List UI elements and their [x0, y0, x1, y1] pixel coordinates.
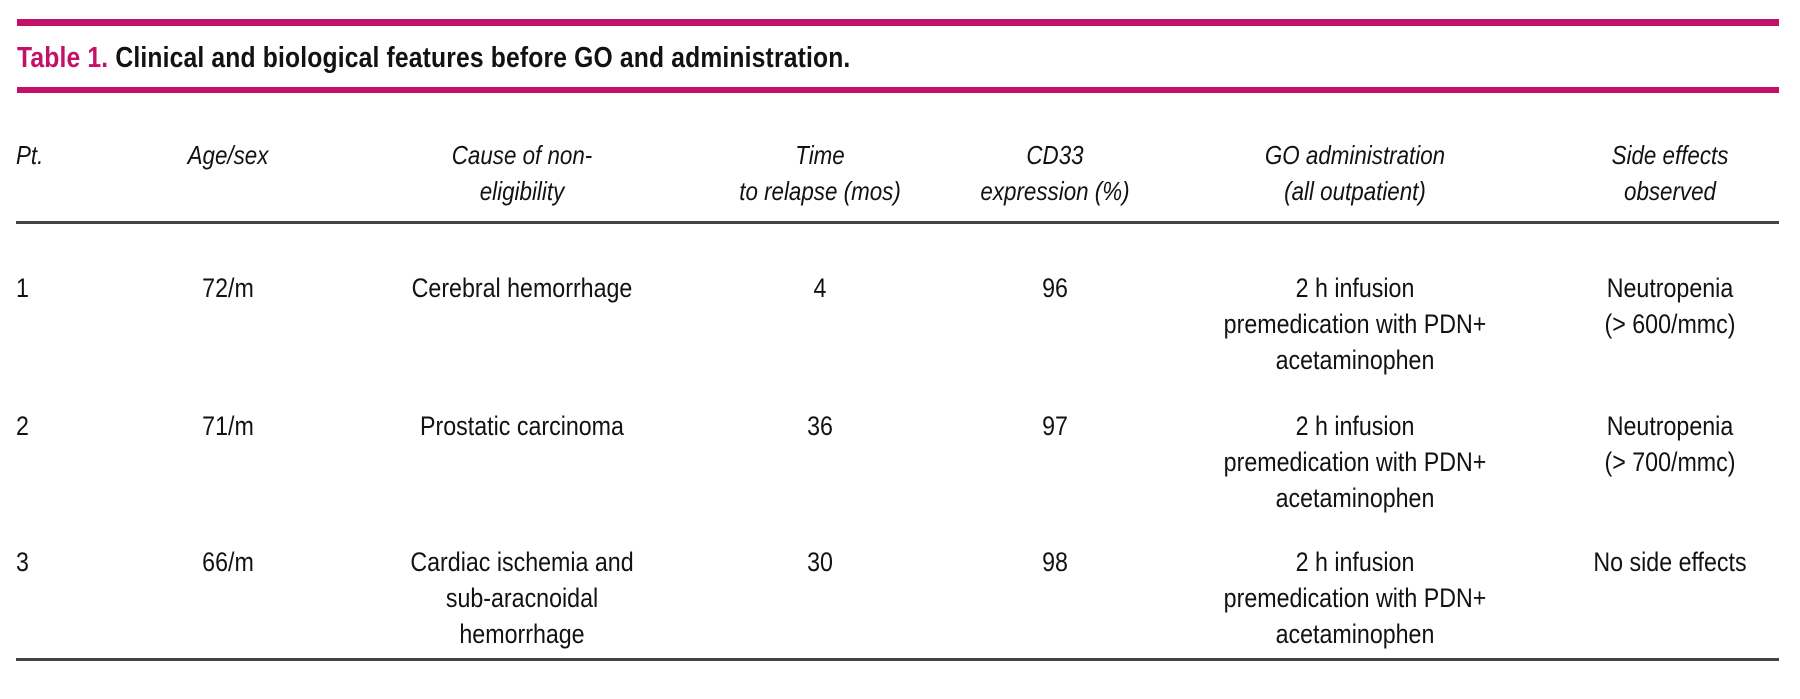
cell-cause: Prostatic carcinoma: [420, 411, 624, 441]
cell-go-administration: 2 h infusion premedication with PDN+ ace…: [1223, 273, 1487, 375]
table-title-label: Table 1.: [17, 42, 109, 74]
cell-cause: Cardiac ischemia and sub-aracnoidal hemo…: [410, 547, 634, 649]
cell-time-to-relapse: 4: [813, 273, 827, 303]
header-go-administration: GO administration (all outpatient): [1264, 140, 1446, 206]
header-age-sex: Age/sex: [187, 140, 269, 170]
cell-side-effects: Neutropenia (> 600/mmc): [1604, 273, 1736, 339]
header-divider-line: [16, 221, 1779, 224]
table-row-1: 1 72/m Cerebral hemorrhage 4 96 2 h infu…: [0, 270, 1800, 378]
cell-go-administration: 2 h infusion premedication with PDN+ ace…: [1223, 411, 1487, 513]
cell-pt: 3: [16, 547, 29, 577]
cell-pt: 1: [16, 273, 29, 303]
cell-cd33-expression: 98: [1042, 547, 1068, 577]
cell-time-to-relapse: 30: [807, 547, 833, 577]
cell-cause: Cerebral hemorrhage: [411, 273, 633, 303]
cell-go-administration: 2 h infusion premedication with PDN+ ace…: [1223, 547, 1487, 649]
cell-age-sex: 72/m: [202, 273, 254, 303]
cell-side-effects: No side effects: [1593, 547, 1747, 577]
table-row-2: 2 71/m Prostatic carcinoma 36 97 2 h inf…: [0, 408, 1800, 516]
cell-time-to-relapse: 36: [807, 411, 833, 441]
cell-cd33-expression: 96: [1042, 273, 1068, 303]
top-accent-rule: [17, 19, 1779, 26]
header-side-effects: Side effects observed: [1611, 140, 1729, 206]
cell-age-sex: 71/m: [202, 411, 254, 441]
cell-side-effects: Neutropenia (> 700/mmc): [1604, 411, 1736, 477]
header-cd33-expression: CD33 expression (%): [980, 140, 1130, 206]
table-header-row: Pt. Age/sex Cause of non- eligibility Ti…: [0, 93, 1800, 221]
table-row-3: 3 66/m Cardiac ischemia and sub-aracnoid…: [0, 544, 1800, 652]
table-title-text: Clinical and biological features before …: [115, 42, 851, 74]
cell-pt: 2: [16, 411, 29, 441]
cell-age-sex: 66/m: [202, 547, 254, 577]
cell-cd33-expression: 97: [1042, 411, 1068, 441]
title-underline-rule: [17, 87, 1779, 93]
table-title: Table 1. Clinical and biological feature…: [17, 41, 1533, 75]
header-pt: Pt.: [16, 140, 44, 170]
table-bottom-line: [16, 658, 1779, 661]
header-time-to-relapse: Time to relapse (mos): [739, 140, 901, 206]
header-cause: Cause of non- eligibility: [451, 140, 593, 206]
